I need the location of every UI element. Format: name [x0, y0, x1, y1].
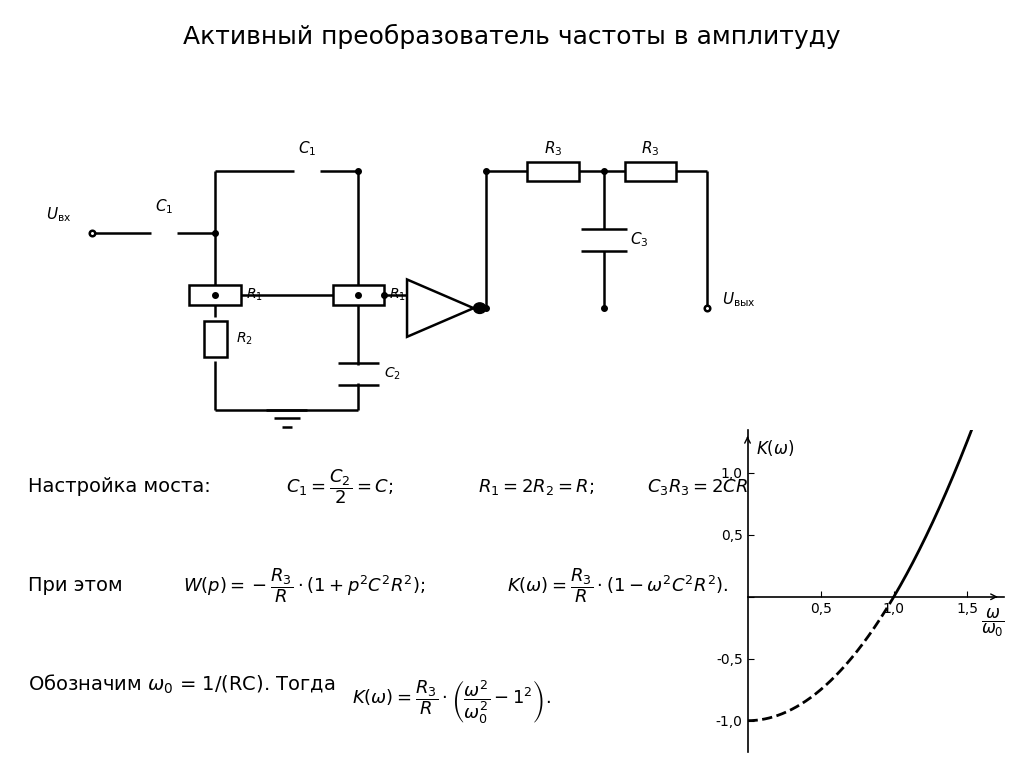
- Text: $W(p) = -\dfrac{R_3}{R}\cdot(1+p^2C^2R^2);$: $W(p) = -\dfrac{R_3}{R}\cdot(1+p^2C^2R^2…: [182, 566, 425, 605]
- Text: Настройка моста:: Настройка моста:: [28, 477, 211, 496]
- Text: $C_3$: $C_3$: [630, 230, 648, 249]
- Text: $R_2$: $R_2$: [236, 331, 252, 347]
- Text: $R_3$: $R_3$: [641, 140, 659, 158]
- Bar: [333, 285, 384, 304]
- Text: $R_1 = 2R_2 = R;$: $R_1 = 2R_2 = R;$: [477, 476, 594, 497]
- Text: $R_1$: $R_1$: [389, 287, 406, 303]
- Bar: [527, 162, 579, 181]
- Text: $C_1$: $C_1$: [298, 140, 316, 158]
- Text: $U_{\rm вых}$: $U_{\rm вых}$: [722, 290, 756, 308]
- Text: $C_1$: $C_1$: [155, 197, 173, 216]
- Polygon shape: [407, 279, 473, 337]
- Text: $C_2$: $C_2$: [384, 366, 401, 383]
- Text: При этом: При этом: [28, 576, 123, 595]
- Text: $R_3$: $R_3$: [544, 140, 562, 158]
- Text: $K(\omega)$: $K(\omega)$: [757, 438, 795, 458]
- Bar: [625, 162, 676, 181]
- Text: Обозначим $\omega_0$ = 1/(RC). Тогда: Обозначим $\omega_0$ = 1/(RC). Тогда: [28, 673, 335, 696]
- Text: $\dfrac{\omega}{\omega_0}$: $\dfrac{\omega}{\omega_0}$: [981, 607, 1006, 639]
- Text: Активный преобразователь частоты в амплитуду: Активный преобразователь частоты в ампли…: [183, 25, 841, 49]
- Text: $U_{\rm вх}$: $U_{\rm вх}$: [46, 206, 72, 224]
- Text: $R_1$: $R_1$: [246, 287, 262, 303]
- Bar: [204, 321, 226, 357]
- Text: $C_3R_3 = 2CR.$: $C_3R_3 = 2CR.$: [647, 476, 754, 497]
- Text: $K(\omega) = \dfrac{R_3}{R}\cdot(1-\omega^2C^2R^2).$: $K(\omega) = \dfrac{R_3}{R}\cdot(1-\omeg…: [507, 566, 728, 605]
- Text: $K(\omega) = \dfrac{R_3}{R}\cdot\left(\dfrac{\omega^2}{\omega_0^2} - 1^2\right).: $K(\omega) = \dfrac{R_3}{R}\cdot\left(\d…: [352, 677, 551, 725]
- Circle shape: [473, 303, 485, 314]
- Bar: [189, 285, 241, 304]
- Text: $C_1 = \dfrac{C_2}{2} = C;$: $C_1 = \dfrac{C_2}{2} = C;$: [286, 467, 393, 506]
